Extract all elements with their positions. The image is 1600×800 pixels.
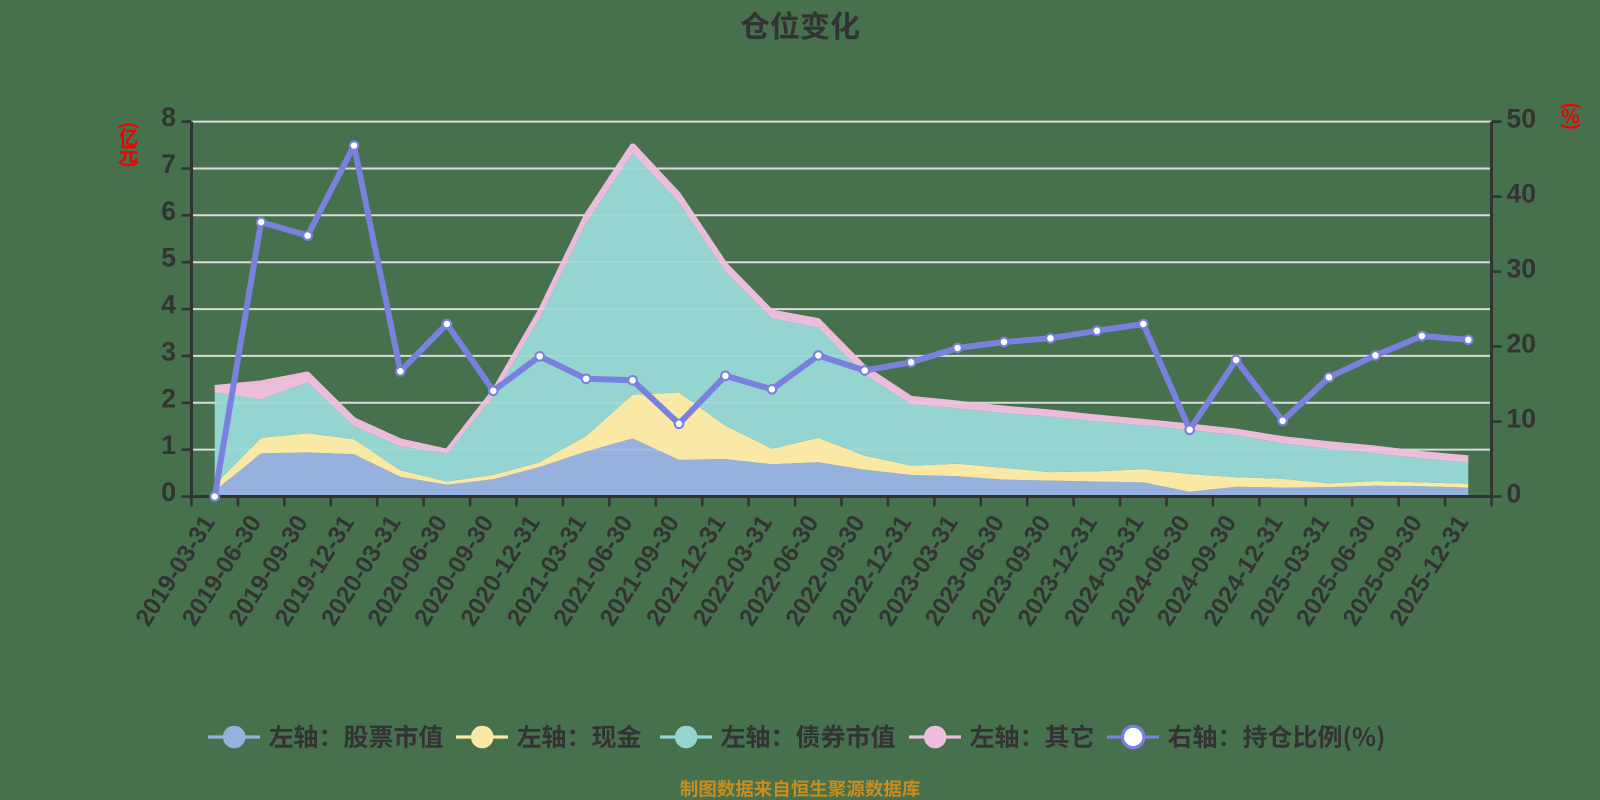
svg-text:4: 4 [161,290,176,320]
svg-text:8: 8 [161,102,176,132]
svg-text:20: 20 [1507,329,1536,359]
svg-text:0: 0 [1507,479,1522,509]
svg-text:7: 7 [161,149,176,179]
svg-text:2: 2 [161,383,176,413]
svg-text:3: 3 [161,336,176,366]
svg-text:6: 6 [161,196,176,226]
svg-text:5: 5 [161,243,176,273]
svg-text:30: 30 [1507,254,1536,284]
svg-text:0: 0 [161,477,176,507]
svg-text:40: 40 [1507,179,1536,209]
svg-text:1: 1 [161,430,176,460]
svg-text:10: 10 [1507,404,1536,434]
svg-text:50: 50 [1507,104,1536,134]
